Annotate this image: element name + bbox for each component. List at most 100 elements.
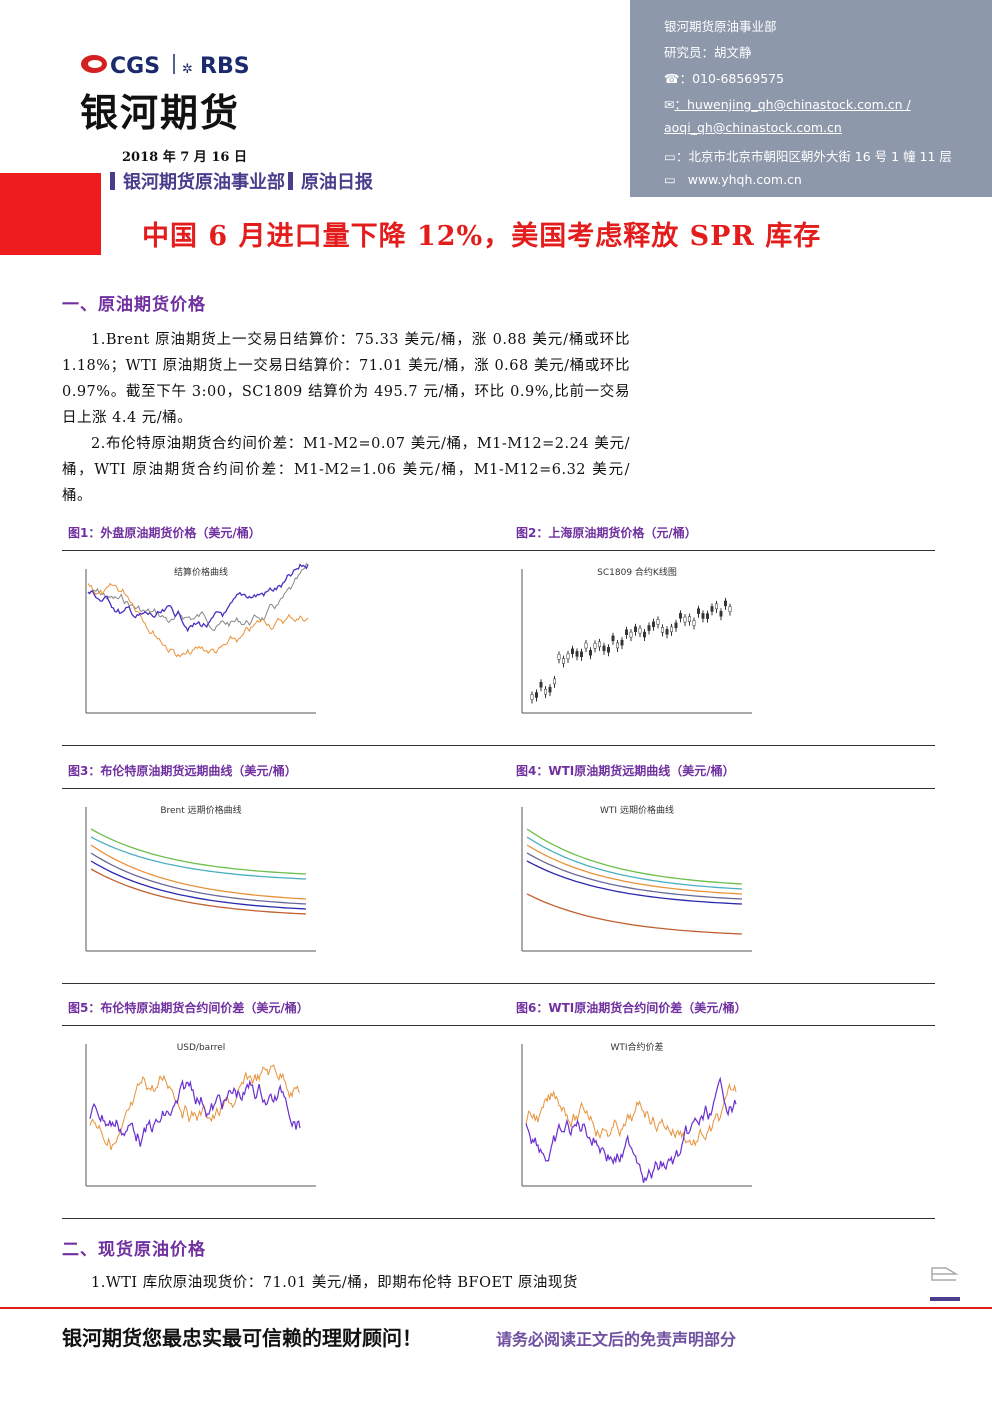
figure-caption: 图4：WTI原油期货远期曲线（美元/桶） <box>516 764 735 778</box>
decor-line <box>90 868 307 915</box>
contact-address: ▭：北京市北京市朝阳区朝外大街 16 号 1 幢 11 层 <box>664 146 952 165</box>
decor-candle <box>589 649 592 656</box>
figure-caption: 图2：上海原油期货价格（元/桶） <box>516 526 697 540</box>
decor-candle <box>674 622 678 629</box>
decor-line <box>90 836 307 880</box>
decor-candle <box>616 642 619 649</box>
decor-candle <box>571 648 574 655</box>
decor-candle <box>661 627 664 633</box>
page-icon <box>930 1267 960 1301</box>
icon: ☎ <box>664 71 680 86</box>
figure-caption: 图3：布伦特原油期货远期曲线（美元/桶） <box>68 764 297 778</box>
inner-title: Brent 远期价格曲线 <box>160 804 241 816</box>
figure-image: WTI 远期价格曲线 <box>521 804 752 952</box>
decor-candle <box>652 621 655 628</box>
decor-candle <box>557 654 561 660</box>
inner-title: 结算价格曲线 <box>174 566 228 578</box>
decor-candle <box>683 616 687 623</box>
decor-candle <box>710 606 714 612</box>
decor-line <box>90 852 307 905</box>
decor-candle <box>535 692 538 698</box>
decor-candle <box>679 613 682 619</box>
rule <box>62 1025 935 1026</box>
decor-candle <box>530 694 534 700</box>
logo-star: ✲ <box>182 62 193 77</box>
decor-candle <box>566 653 570 660</box>
decor-line <box>90 828 307 875</box>
contact-researcher: 研究员：胡文静 <box>664 45 752 60</box>
section-title: 二、现货原油价格 <box>62 1240 206 1260</box>
decor-candle <box>701 613 705 619</box>
decor-candle <box>611 635 615 642</box>
decor-candle <box>607 647 610 653</box>
logo-rbs: RBS <box>200 54 250 79</box>
icon: ▭ <box>664 172 676 187</box>
rule <box>62 983 935 984</box>
decor-candle <box>638 627 642 634</box>
figure-caption: 图6：WTI原油期货合约间价差（美元/桶） <box>516 1001 747 1015</box>
headline: 中国 6 月进口量下降 12%，美国考虑释放 SPR 库存 <box>142 221 822 252</box>
figure-caption: 图5：布伦特原油期货合约间价差（美元/桶） <box>68 1001 309 1015</box>
decor-candle <box>598 641 601 648</box>
decor-candle <box>715 603 718 610</box>
inner-title: WTI合约价差 <box>610 1041 663 1053</box>
inner-title: WTI 远期价格曲线 <box>600 804 674 816</box>
paragraph: 1.Brent 原油期货上一交易日结算价：75.33 美元/桶，涨 0.88 美… <box>62 332 630 426</box>
icon: ✉ <box>664 97 675 112</box>
email[interactable]: ：huwenjing_qh@chinastock.com.cn / <box>674 97 911 112</box>
inner-title: SC1809 合约K线图 <box>597 566 677 578</box>
decor-line <box>526 860 743 905</box>
rule <box>62 1218 935 1219</box>
logo: CGS ✲ RBS <box>81 54 250 79</box>
footer-slogan: 银河期货您最忠实最可信赖的理财顾问！ <box>62 1326 422 1350</box>
decor-candle <box>692 620 696 626</box>
website[interactable]: www.yhqh.com.cn <box>687 172 802 187</box>
decor-candle <box>643 631 646 638</box>
inner-title: USD/barrel <box>177 1043 226 1053</box>
paragraph: 2.布伦特原油期货合约间价差：M1-M2=0.07 美元/桶，M1-M12=2.… <box>62 436 630 504</box>
decor-line <box>526 844 743 895</box>
rule <box>62 745 935 746</box>
decor-line <box>89 1079 301 1147</box>
decor-candle <box>634 626 637 632</box>
report-date: 2018 年 7 月 16 日 <box>122 150 247 165</box>
decor-candle <box>593 643 597 649</box>
decor-line <box>525 1082 737 1147</box>
figure-image: SC1809 合约K线图 <box>521 566 752 714</box>
decor-line <box>89 1064 301 1151</box>
rule <box>62 550 935 551</box>
footer-rule <box>0 1307 992 1309</box>
paragraph: 1.WTI 库欣原油现货价：71.01 美元/桶，即期布伦特 BFOET 原油现… <box>91 1275 578 1291</box>
bar-mark <box>288 172 293 190</box>
decor-line <box>526 893 743 935</box>
contact-email: ✉：huwenjing_qh@chinastock.com.cn / <box>664 94 911 113</box>
decor-candle <box>625 629 628 636</box>
figure-image: Brent 远期价格曲线 <box>85 804 316 952</box>
icon-bar <box>930 1297 960 1301</box>
report-name: 原油日报 <box>301 172 373 193</box>
decor-candle <box>697 608 700 614</box>
red-block <box>0 173 101 255</box>
decor-candle <box>706 613 709 619</box>
decor-candle <box>719 611 723 617</box>
decor-line <box>525 1076 737 1183</box>
contact-web: ▭ www.yhqh.com.cn <box>664 172 802 187</box>
decor-line <box>90 844 307 900</box>
decor-candle <box>629 631 633 638</box>
decor-candle <box>656 619 660 625</box>
decor-line <box>526 852 743 900</box>
icon-shape <box>931 1267 959 1281</box>
decor-line <box>526 828 743 885</box>
icon: ▭ <box>664 149 676 164</box>
decor-candle <box>688 616 691 622</box>
decor-candle <box>553 678 556 685</box>
company-name: 银河期货 <box>80 91 241 135</box>
decor-line <box>87 562 309 631</box>
decor-candle <box>724 600 727 607</box>
email[interactable]: aoqi_qh@chinastock.com.cn <box>664 120 842 135</box>
footer-disclaimer: 请务必阅读正文后的免责声明部分 <box>496 1330 737 1349</box>
figure-caption: 图1：外盘原油期货价格（美元/桶） <box>68 526 261 540</box>
decor-line <box>90 860 307 910</box>
decor-candle <box>602 645 606 652</box>
